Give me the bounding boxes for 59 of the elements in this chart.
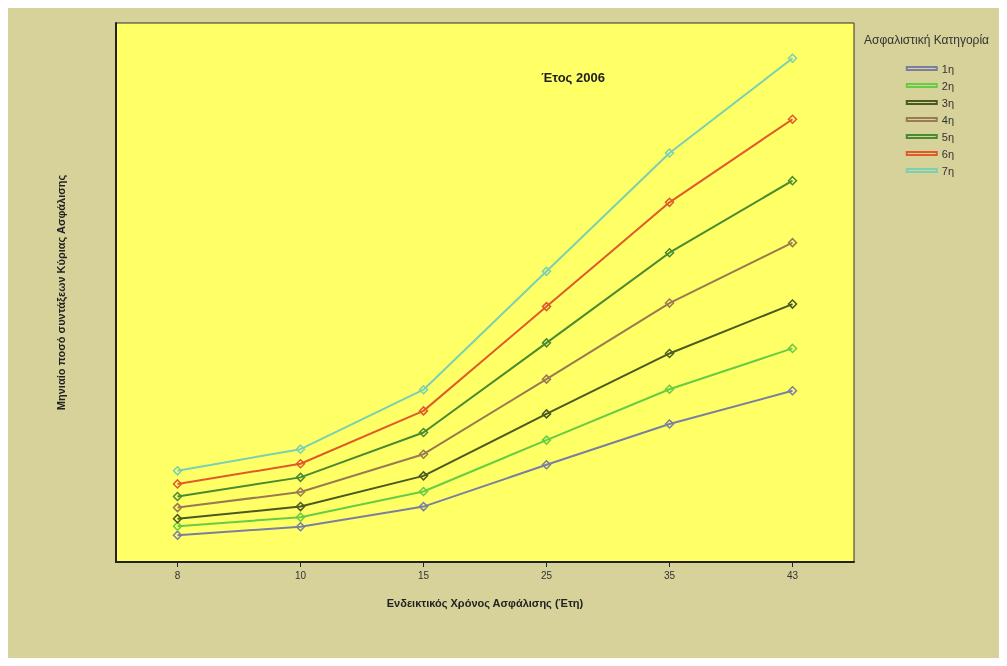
point [418, 501, 429, 512]
point [295, 472, 306, 483]
x-axis-title: Ενδεικτικός Χρόνος Ασφάλισης (Έτη) [386, 596, 584, 610]
x-tick-label: 8 [174, 569, 181, 581]
point [541, 409, 552, 419]
y-axis-title: Μηνιαίο ποσό συντάξεων Κύριας Ασφάλισης [54, 174, 68, 411]
point [664, 384, 675, 394]
point [787, 385, 798, 396]
point [418, 384, 429, 395]
point [787, 343, 798, 354]
point [787, 53, 798, 64]
point [418, 486, 429, 497]
point [664, 197, 675, 208]
point [172, 521, 183, 531]
point [418, 427, 429, 438]
point [172, 513, 183, 524]
legend-label: 2η [941, 79, 955, 92]
point [172, 479, 183, 489]
point [172, 466, 183, 476]
legend-label: 5η [941, 130, 955, 143]
point [295, 444, 306, 454]
legend-label: 1η [941, 62, 955, 75]
point [541, 460, 552, 470]
point [418, 406, 429, 416]
point [295, 521, 306, 532]
point [418, 449, 429, 459]
point [664, 419, 675, 429]
point [787, 114, 798, 124]
point [418, 471, 429, 481]
point [787, 175, 798, 186]
point [664, 148, 675, 158]
point [295, 512, 306, 522]
point [541, 338, 552, 348]
point [541, 374, 552, 384]
point [295, 459, 306, 469]
legend-title: Ασφαλιστική Κατηγορία [864, 33, 990, 47]
point [787, 299, 798, 309]
legend-label: 4η [941, 113, 955, 126]
x-tick-label: 35 [663, 569, 676, 581]
legend-label: 6η [941, 147, 955, 160]
point [664, 298, 675, 308]
point [172, 502, 183, 513]
point [541, 435, 552, 445]
point [172, 491, 183, 502]
point [295, 501, 306, 512]
point [541, 266, 552, 277]
x-tick-label: 43 [786, 569, 799, 581]
point [664, 348, 675, 359]
x-tick-label: 10 [294, 569, 307, 581]
point [664, 247, 675, 258]
x-tick-label: 25 [540, 569, 553, 581]
legend-label: 7η [941, 164, 955, 177]
legend-label: 3η [941, 96, 955, 109]
point [541, 301, 552, 312]
point [295, 487, 306, 497]
point [172, 530, 183, 541]
x-tick-label: 15 [417, 569, 430, 581]
text: Έτος 2006 [541, 70, 605, 85]
point [787, 237, 798, 248]
